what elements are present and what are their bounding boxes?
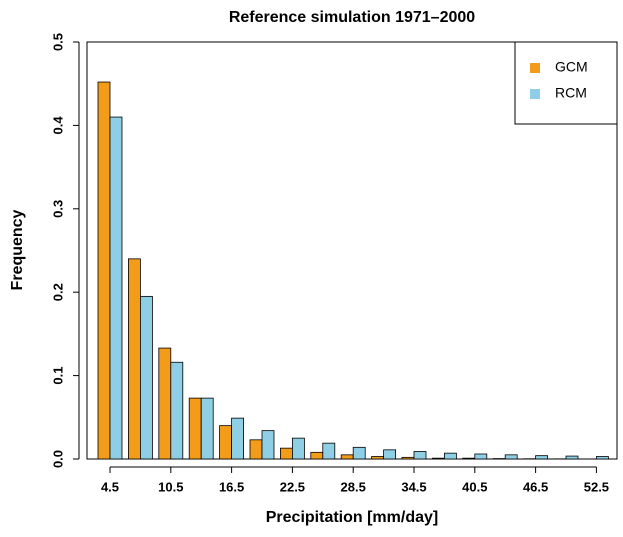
bar [189, 398, 201, 459]
bar [414, 451, 426, 459]
legend-box [515, 42, 617, 124]
x-tick-label: 52.5 [584, 479, 609, 494]
bar [341, 455, 353, 459]
y-tick-label: 0.1 [50, 367, 65, 385]
bar [402, 457, 414, 459]
bar [353, 447, 365, 459]
bar [292, 438, 304, 459]
bar [262, 431, 274, 459]
bar [432, 458, 444, 459]
bar [280, 448, 292, 459]
bar [384, 450, 396, 459]
y-tick-label: 0.5 [50, 33, 65, 51]
chart-title: Reference simulation 1971–2000 [229, 9, 475, 26]
bar [98, 82, 110, 459]
x-tick-label: 10.5 [158, 479, 183, 494]
y-tick-label: 0.4 [50, 116, 65, 135]
bar [128, 259, 140, 459]
x-tick-label: 28.5 [341, 479, 366, 494]
legend-swatch [530, 63, 540, 73]
bar [536, 456, 548, 459]
bar [171, 362, 183, 459]
bar [250, 440, 262, 459]
x-tick-label: 22.5 [280, 479, 305, 494]
bar [323, 443, 335, 459]
bar [201, 398, 213, 459]
y-axis-label: Frequency [9, 209, 26, 290]
bar [444, 453, 456, 459]
bar [110, 117, 122, 459]
legend-label: GCM [555, 59, 588, 75]
bar [475, 454, 487, 459]
bar [159, 348, 171, 459]
legend-label: RCM [555, 85, 587, 101]
bar [372, 456, 384, 459]
bar [220, 426, 232, 459]
bar [232, 418, 244, 459]
x-tick-label: 34.5 [401, 479, 426, 494]
x-axis-label: Precipitation [mm/day] [266, 509, 438, 526]
x-tick-label: 4.5 [101, 479, 119, 494]
bar [596, 456, 608, 459]
bar [566, 456, 578, 459]
y-tick-label: 0.3 [50, 200, 65, 218]
bar [311, 452, 323, 459]
legend-swatch [530, 89, 540, 99]
x-tick-label: 16.5 [219, 479, 244, 494]
bar [505, 455, 517, 459]
bar [140, 296, 152, 459]
y-tick-label: 0.2 [50, 283, 65, 301]
y-tick-label: 0.0 [50, 450, 65, 468]
x-tick-label: 46.5 [523, 479, 548, 494]
bar [463, 458, 475, 459]
x-tick-label: 40.5 [462, 479, 487, 494]
